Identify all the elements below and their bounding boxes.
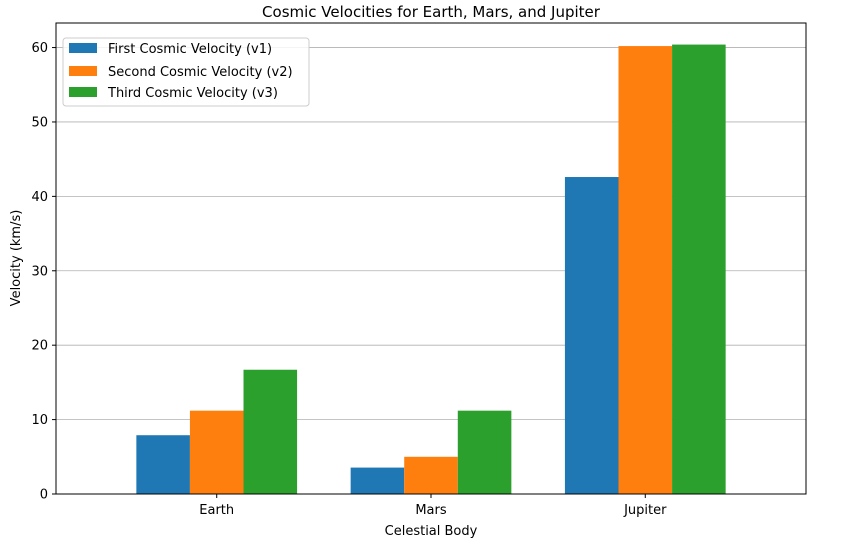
y-tick-label: 20 (31, 339, 48, 354)
y-axis-label: Velocity (km/s) (9, 210, 24, 307)
y-tick-label: 40 (31, 190, 48, 205)
y-tick-label: 0 (40, 488, 48, 503)
y-tick-label: 50 (31, 115, 48, 130)
y-axis-ticks: 0 10 20 30 40 50 60 (31, 41, 56, 503)
y-tick-label: 60 (31, 41, 48, 56)
bar-mars-v2 (404, 456, 458, 494)
bars (136, 44, 726, 495)
x-tick-label-mars: Mars (415, 503, 447, 518)
bar-jupiter-v3 (672, 44, 726, 495)
legend-swatch-v2 (69, 66, 97, 76)
bar-earth-v3 (243, 369, 298, 494)
bar-jupiter-v2 (618, 46, 673, 495)
legend-label-v2: Second Cosmic Velocity (v2) (108, 65, 293, 80)
x-axis-label: Celestial Body (385, 524, 478, 539)
x-tick-label-earth: Earth (199, 503, 234, 518)
bar-mars-v1 (350, 467, 405, 494)
bar-mars-v3 (457, 410, 512, 494)
legend: First Cosmic Velocity (v1) Second Cosmic… (62, 37, 310, 107)
legend-swatch-v1 (69, 43, 97, 53)
chart-title: Cosmic Velocities for Earth, Mars, and J… (262, 3, 601, 21)
legend-swatch-v3 (69, 87, 97, 97)
legend-label-v3: Third Cosmic Velocity (v3) (107, 86, 278, 101)
legend-label-v1: First Cosmic Velocity (v1) (108, 42, 272, 57)
x-tick-label-jupiter: Jupiter (623, 503, 667, 518)
legend-box (62, 37, 310, 107)
y-tick-label: 10 (31, 413, 48, 428)
bar-earth-v2 (189, 410, 244, 494)
x-axis-ticks: Earth Mars Jupiter (199, 494, 667, 518)
bar-earth-v1 (136, 435, 190, 494)
bar-jupiter-v1 (564, 177, 619, 495)
y-tick-label: 30 (31, 264, 48, 279)
